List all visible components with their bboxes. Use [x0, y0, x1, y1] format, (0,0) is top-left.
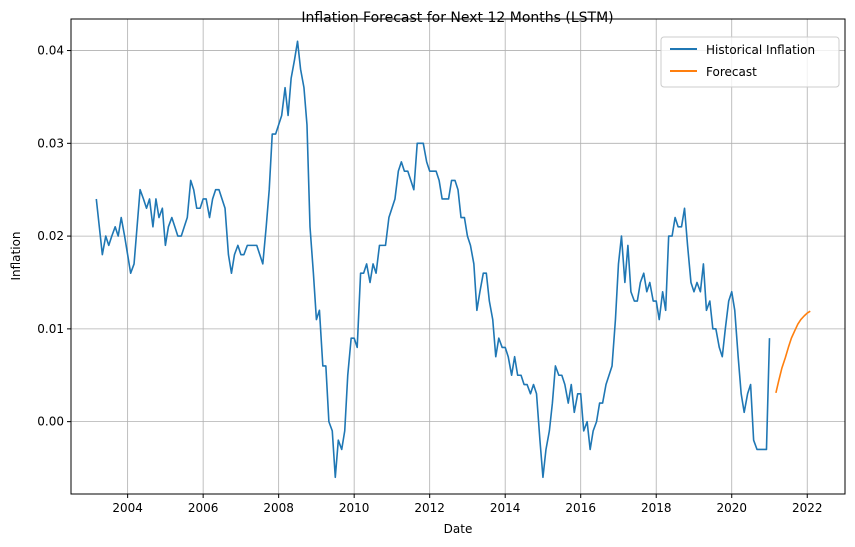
x-axis: 2004 2006 2008 2010 2012 2014 2016 2018 2020 2022 — [112, 494, 823, 515]
y-tick-label: 0.00 — [37, 415, 64, 429]
x-tick-label: 2010 — [339, 501, 370, 515]
x-tick-label: 2020 — [716, 501, 747, 515]
x-tick-label: 2004 — [112, 501, 143, 515]
series-layer — [95, 40, 811, 479]
y-axis: 0.00 0.01 0.02 0.03 0.04 — [37, 44, 71, 429]
y-axis-title: Inflation — [9, 231, 23, 280]
legend-box — [660, 36, 840, 88]
grid — [71, 19, 845, 494]
x-tick-label: 2018 — [641, 501, 672, 515]
legend-label-historical: Historical Inflation — [706, 43, 815, 57]
y-tick-label: 0.01 — [37, 322, 64, 336]
y-tick-label: 0.04 — [37, 44, 64, 58]
chart-title: Inflation Forecast for Next 12 Months (L… — [301, 10, 613, 26]
legend: Historical Inflation Forecast — [660, 36, 840, 88]
historical-inflation-line — [95, 40, 771, 479]
forecast-line — [775, 310, 811, 394]
plot-frame — [70, 18, 846, 495]
x-tick-label: 2012 — [414, 501, 445, 515]
legend-label-forecast: Forecast — [706, 65, 757, 79]
x-tick-label: 2014 — [490, 501, 521, 515]
x-tick-label: 2008 — [263, 501, 294, 515]
x-tick-label: 2016 — [565, 501, 596, 515]
x-axis-title: Date — [444, 522, 473, 536]
x-tick-label: 2006 — [188, 501, 219, 515]
x-tick-label: 2022 — [792, 501, 823, 515]
y-tick-label: 0.02 — [37, 229, 64, 243]
y-tick-label: 0.03 — [37, 136, 64, 150]
